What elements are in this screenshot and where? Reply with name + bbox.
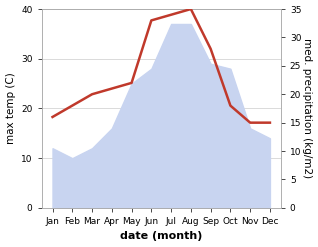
Y-axis label: max temp (C): max temp (C) xyxy=(5,73,16,144)
Y-axis label: med. precipitation (kg/m2): med. precipitation (kg/m2) xyxy=(302,38,313,179)
X-axis label: date (month): date (month) xyxy=(120,231,203,242)
